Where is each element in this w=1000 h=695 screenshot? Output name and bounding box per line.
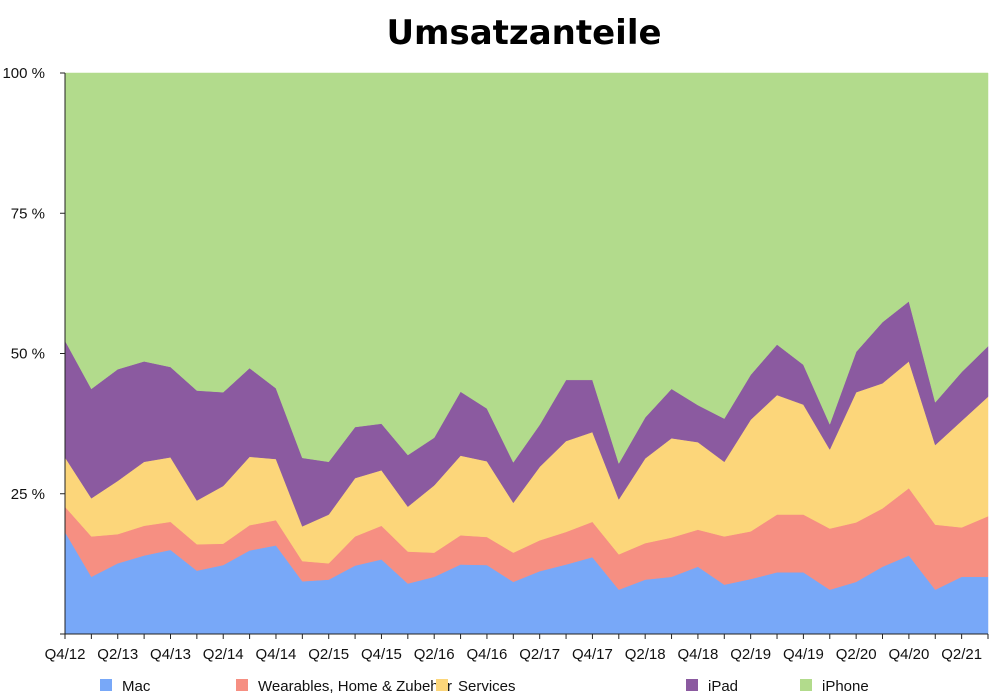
legend-item: Mac (100, 678, 151, 695)
legend-label: Services (458, 678, 516, 695)
y-tick-label: 100 % (2, 65, 45, 82)
legend-label: iPhone (822, 678, 869, 695)
x-tick-label: Q4/19 (783, 646, 824, 663)
legend: Mac Wearables, Home & Zubehör Services iPad… (100, 678, 869, 695)
x-tick-label: Q2/21 (941, 646, 982, 663)
x-tick-label: Q4/20 (888, 646, 929, 663)
x-tick-label: Q2/16 (414, 646, 455, 663)
x-tick-label: Q2/17 (519, 646, 560, 663)
legend-swatch (686, 679, 698, 691)
chart-title: Umsatzanteile (386, 13, 661, 53)
x-tick-label: Q4/15 (361, 646, 402, 663)
x-tick-label: Q2/18 (625, 646, 666, 663)
legend-swatch (800, 679, 812, 691)
legend-item: iPad (686, 678, 738, 695)
x-tick-label: Q4/16 (467, 646, 508, 663)
series-area-iphone (64, 72, 989, 465)
legend-swatch (236, 679, 248, 691)
y-tick-label: 25 % (11, 486, 45, 503)
x-tick-label: Q4/17 (572, 646, 613, 663)
x-tick-label: Q2/14 (203, 646, 244, 663)
legend-item: Services (436, 678, 516, 695)
axes: 25 % 50 % 75 % 100 % Q4/12 Q2/13 Q4/13 Q2/14 Q4/… (2, 65, 989, 663)
legend-label: Mac (122, 678, 151, 695)
x-tick-label: Q2/19 (730, 646, 771, 663)
legend-swatch (436, 679, 448, 691)
legend-item: iPhone (800, 678, 869, 695)
x-tick-label: Q4/12 (45, 646, 86, 663)
x-tick-label: Q2/15 (308, 646, 349, 663)
legend-item: Wearables, Home & Zubehör (236, 678, 452, 695)
x-tick-label: Q4/14 (256, 646, 297, 663)
legend-label: Wearables, Home & Zubehör (258, 678, 452, 695)
x-tick-label: Q2/13 (97, 646, 138, 663)
area-layers (64, 72, 989, 635)
x-tick-label: Q4/13 (150, 646, 191, 663)
y-tick-label: 50 % (11, 346, 45, 363)
legend-swatch (100, 679, 112, 691)
x-tick-label: Q4/18 (677, 646, 718, 663)
y-tick-label: 75 % (11, 205, 45, 222)
x-tick-label: Q2/20 (836, 646, 877, 663)
legend-label: iPad (708, 678, 738, 695)
